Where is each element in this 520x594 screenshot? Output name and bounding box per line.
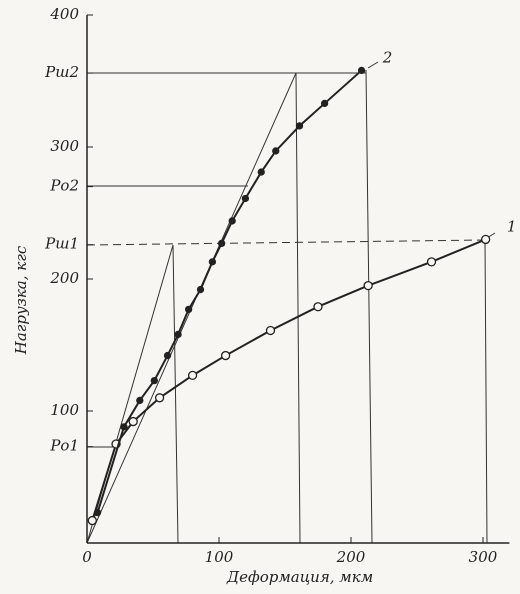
data-point bbox=[241, 194, 250, 203]
data-point bbox=[163, 351, 172, 360]
series-label: 2 bbox=[382, 48, 393, 66]
data-point bbox=[93, 508, 102, 517]
x-axis-label: Деформация, мкм bbox=[226, 568, 373, 586]
data-point bbox=[295, 122, 304, 130]
data-point bbox=[136, 396, 144, 405]
data-point bbox=[187, 370, 198, 381]
y-tick-label: Pо2 bbox=[49, 177, 79, 195]
data-point bbox=[320, 99, 329, 108]
data-point bbox=[228, 217, 236, 225]
y-tick-label: Pо1 bbox=[49, 437, 79, 455]
data-point bbox=[257, 168, 265, 176]
data-point bbox=[220, 350, 231, 361]
x-tick-label: 100 bbox=[205, 548, 234, 566]
data-point bbox=[87, 515, 97, 526]
y-tick-label: Pш2 bbox=[44, 63, 79, 81]
data-point bbox=[174, 330, 182, 339]
data-point bbox=[426, 257, 437, 267]
data-point bbox=[184, 305, 193, 314]
y-tick-label: 400 bbox=[49, 5, 79, 23]
y-tick-label: Pш1 bbox=[44, 235, 79, 253]
x-tick-label: 200 bbox=[336, 548, 366, 566]
series-line bbox=[96, 69, 363, 513]
data-point bbox=[363, 280, 373, 291]
data-point bbox=[217, 239, 226, 248]
data-point bbox=[265, 325, 276, 336]
y-tick-label: 100 bbox=[50, 401, 79, 419]
y-axis-label: Нагрузка, кгс bbox=[12, 245, 30, 355]
y-tick-label: 300 bbox=[50, 137, 79, 155]
data-point bbox=[357, 66, 366, 75]
data-point bbox=[208, 258, 217, 266]
x-tick-label: 300 bbox=[469, 548, 498, 566]
x-tick-label: 0 bbox=[82, 548, 92, 566]
data-point bbox=[120, 423, 128, 431]
data-point bbox=[480, 234, 491, 245]
data-point bbox=[313, 302, 323, 312]
data-point bbox=[154, 393, 165, 403]
series-label: 1 bbox=[507, 217, 517, 235]
data-point bbox=[272, 147, 280, 155]
data-point bbox=[128, 416, 138, 427]
data-point bbox=[150, 376, 158, 385]
data-point bbox=[196, 285, 205, 294]
y-tick-label: 200 bbox=[49, 269, 79, 287]
